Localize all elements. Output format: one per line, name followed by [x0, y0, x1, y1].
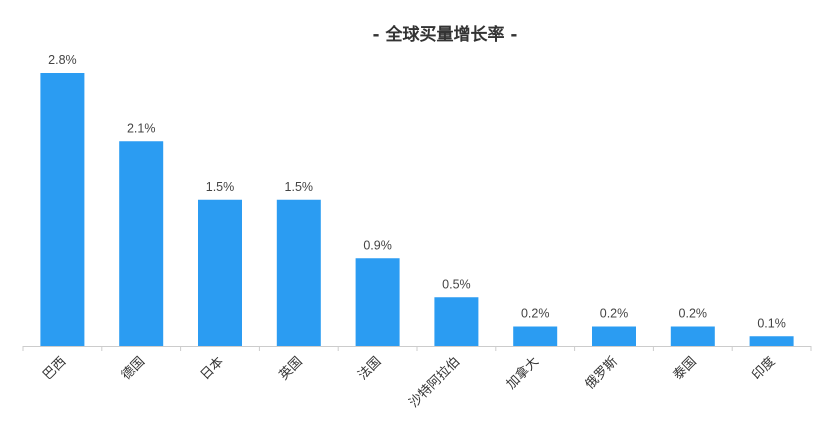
bar-8	[670, 326, 715, 346]
category-label-4: 法国	[355, 354, 384, 383]
value-label-3: 1.5%	[285, 180, 314, 194]
category-label-1: 德国	[119, 354, 148, 383]
value-label-8: 0.2%	[679, 307, 708, 321]
bar-7	[592, 326, 636, 346]
value-label-2: 1.5%	[206, 180, 235, 194]
bar-5	[434, 297, 479, 346]
bar-9	[749, 336, 794, 346]
bar-4	[355, 258, 400, 346]
category-label-5: 沙特阿拉伯	[407, 354, 464, 411]
value-label-4: 0.9%	[363, 238, 392, 252]
chart-title: - 全球买量增长率 -	[372, 25, 518, 45]
bar-0	[40, 73, 85, 346]
category-label-8: 泰国	[671, 354, 700, 383]
value-label-0: 2.8%	[48, 53, 77, 67]
value-label-1: 2.1%	[127, 121, 156, 135]
value-label-7: 0.2%	[600, 307, 629, 321]
bar-3	[276, 199, 321, 346]
category-label-6: 加拿大	[503, 354, 542, 393]
value-label-5: 0.5%	[442, 277, 471, 291]
category-label-9: 印度	[749, 354, 779, 384]
value-label-6: 0.2%	[521, 307, 550, 321]
category-label-2: 日本	[198, 354, 227, 383]
value-label-9: 0.1%	[757, 316, 786, 330]
category-label-3: 英国	[277, 354, 306, 383]
bar-2	[198, 199, 242, 346]
category-label-7: 俄罗斯	[583, 354, 621, 392]
category-label-0: 巴西	[40, 354, 69, 383]
bar-1	[119, 141, 164, 346]
bar-6	[513, 326, 558, 346]
